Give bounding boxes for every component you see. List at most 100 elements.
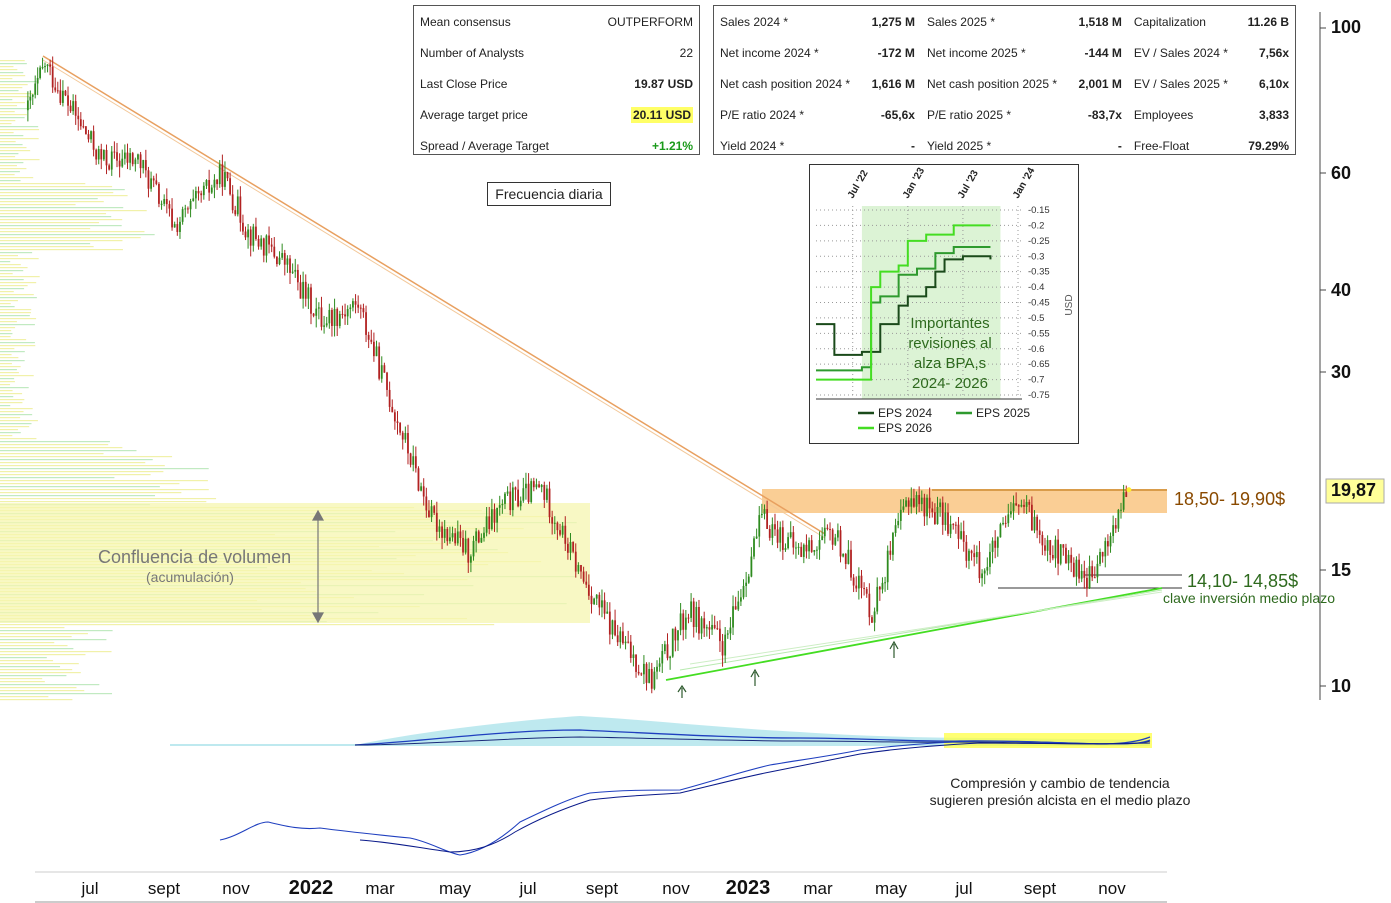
candle (986, 557, 989, 576)
candle (260, 235, 263, 250)
candle (954, 521, 957, 534)
volume-profile-bar (0, 354, 12, 356)
candle (622, 622, 624, 645)
candle (173, 221, 176, 228)
volume-profile-bar (0, 198, 98, 200)
metric-value: -144 M (1084, 45, 1122, 60)
candle (750, 547, 753, 578)
volume-profile-bar (0, 267, 28, 269)
candle (338, 310, 341, 329)
candle (218, 160, 221, 188)
volume-profile-bar (0, 219, 123, 221)
candle (483, 527, 485, 542)
candle (960, 522, 963, 540)
volume-profile-bar (0, 414, 33, 416)
candle (975, 545, 978, 564)
candle (902, 499, 905, 513)
candle (569, 532, 572, 561)
candle (1107, 534, 1109, 556)
candle (184, 204, 187, 218)
volume-profile-bar (0, 153, 19, 155)
candle (989, 543, 991, 575)
candle (155, 173, 158, 186)
candle (653, 667, 656, 691)
volume-profile-bar (0, 357, 19, 359)
metric-value: 2,001 M (1078, 76, 1122, 91)
volume-profile-bar (0, 189, 125, 191)
last-price-tag: 19,87 (1331, 480, 1377, 500)
metric-label: P/E ratio 2024 * (720, 107, 805, 122)
volume-profile-bar (0, 273, 13, 275)
consensus-value: 19.87 USD (634, 76, 693, 91)
eps-y-tick: -0.65 (1028, 359, 1050, 370)
eps-series-line (816, 224, 991, 381)
candle (464, 530, 467, 555)
candle (1015, 492, 1018, 507)
consensus-value: +1.21% (651, 138, 693, 153)
candle (87, 129, 90, 143)
candle (679, 603, 682, 636)
candle (242, 214, 244, 235)
candle (1075, 556, 1078, 586)
candle (1012, 495, 1015, 520)
candle (970, 549, 973, 561)
candle (362, 303, 365, 318)
candle (493, 503, 496, 532)
candle (202, 182, 205, 200)
candle (708, 621, 711, 639)
volume-profile-bar (0, 216, 112, 218)
volume-profile-bar (0, 681, 45, 683)
candle (262, 237, 265, 263)
candle (179, 216, 181, 239)
volume-profile-bar (0, 435, 13, 437)
volume-profile-bar (0, 642, 55, 644)
time-axis-label: 2022 (289, 877, 334, 899)
candle (899, 499, 902, 530)
candle (978, 540, 981, 583)
candle (121, 149, 124, 168)
candle (936, 496, 939, 525)
volume-profile-bar (0, 675, 67, 677)
volume-profile-bar (0, 162, 24, 164)
eps-annotation-line: alza BPA,s (914, 355, 986, 372)
candle (409, 452, 412, 468)
candle (868, 583, 871, 626)
candle (543, 481, 546, 509)
candle (795, 541, 797, 559)
candle (850, 540, 852, 581)
candle (834, 533, 837, 547)
candle (1109, 532, 1112, 553)
candle (606, 602, 609, 614)
volume-profile-bar (0, 177, 34, 179)
candle (1033, 510, 1036, 534)
candle (705, 624, 708, 637)
volume-profile-bar (0, 378, 15, 380)
candle (276, 256, 278, 267)
eps-x-tick: Jan '23 (901, 166, 928, 201)
candle (1036, 514, 1039, 539)
candle (270, 237, 273, 253)
candle (1112, 515, 1115, 544)
candle (289, 255, 291, 285)
metric-value: -65,6x (880, 107, 915, 122)
candle (51, 56, 54, 93)
volume-profile-bar (0, 633, 88, 635)
volume-profile-bar (0, 252, 33, 254)
volume-profile-bar (0, 450, 137, 452)
candle (905, 497, 907, 508)
candle (205, 179, 208, 189)
volume-profile-bar (0, 438, 37, 440)
volume-profile-bar (0, 423, 32, 425)
candle (590, 586, 593, 614)
resistance-zone-label: 18,50- 19,90$ (1174, 489, 1286, 509)
candle (968, 548, 970, 570)
candle (703, 611, 706, 637)
volume-profile-bar (0, 204, 76, 206)
consensus-label: Number of Analysts (420, 45, 525, 60)
candle (981, 569, 983, 587)
candle (645, 662, 648, 691)
volume-profile-bar (0, 486, 160, 488)
candle (763, 504, 766, 520)
candle (734, 596, 737, 610)
candle (490, 498, 493, 531)
